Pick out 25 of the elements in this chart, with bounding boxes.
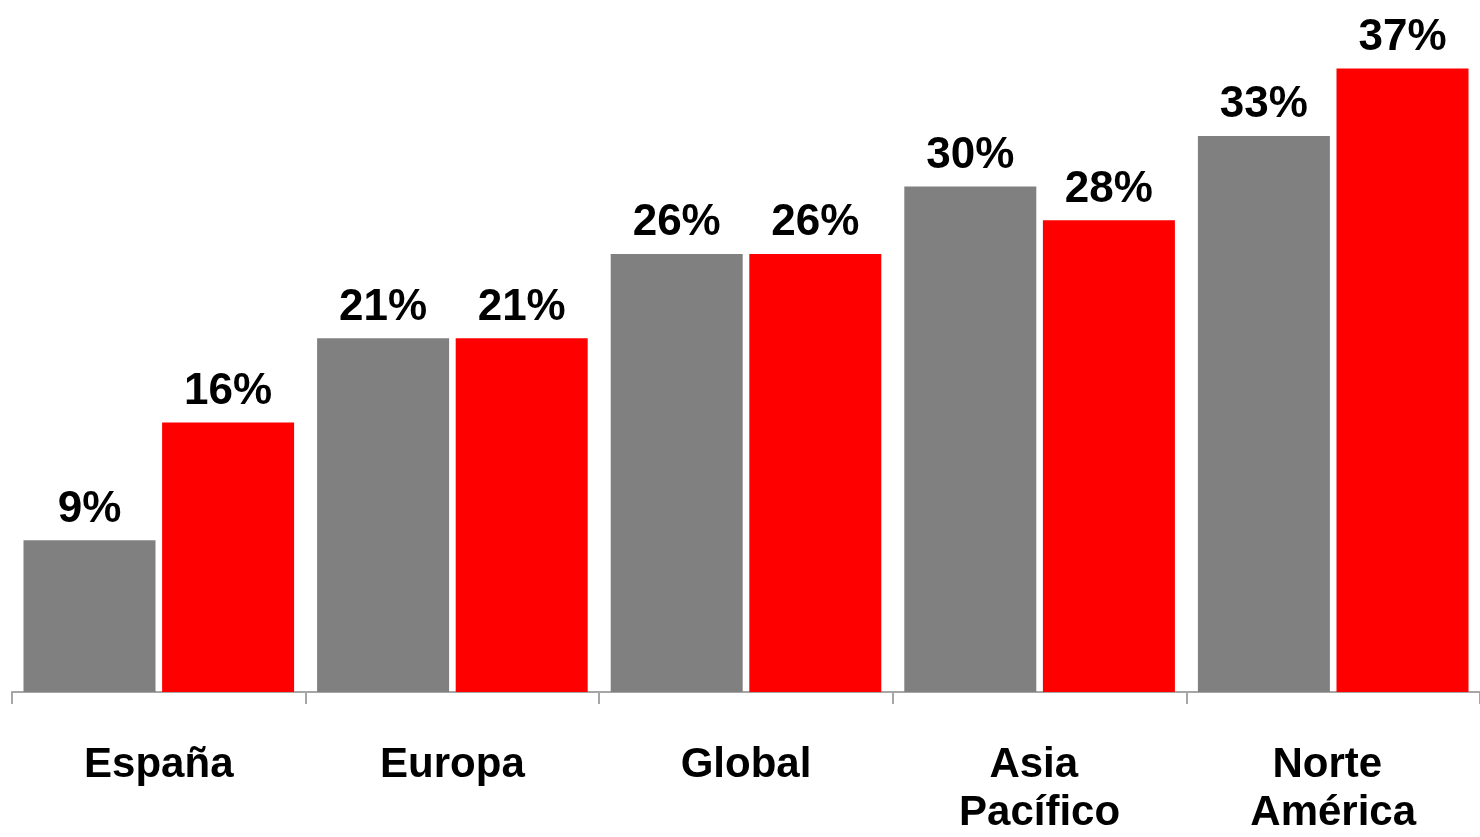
data-label: 37% (1358, 10, 1447, 60)
bar (162, 422, 295, 692)
x-tick-label: España (84, 738, 235, 786)
bar (23, 540, 156, 692)
bar (904, 186, 1037, 692)
data-label: 28% (1064, 161, 1153, 211)
data-label: 21% (477, 279, 566, 329)
x-tick-label: Asia Pacífico (959, 738, 1121, 834)
bar (749, 253, 882, 692)
data-label: 26% (771, 195, 860, 245)
x-tick-label: Norte América (1250, 738, 1417, 834)
data-label: 21% (339, 279, 428, 329)
data-label: 33% (1219, 77, 1308, 127)
x-tick-label: Europa (380, 738, 526, 786)
x-tick-label: Global (680, 738, 812, 786)
bar (317, 338, 450, 692)
data-label: 9% (57, 481, 122, 531)
bar (610, 253, 743, 692)
data-label: 30% (926, 128, 1015, 177)
data-label: 26% (632, 195, 721, 245)
bar (1336, 68, 1469, 692)
bar (1042, 220, 1175, 692)
data-label: 16% (184, 363, 273, 413)
bar (1197, 135, 1330, 692)
bar (455, 338, 588, 692)
